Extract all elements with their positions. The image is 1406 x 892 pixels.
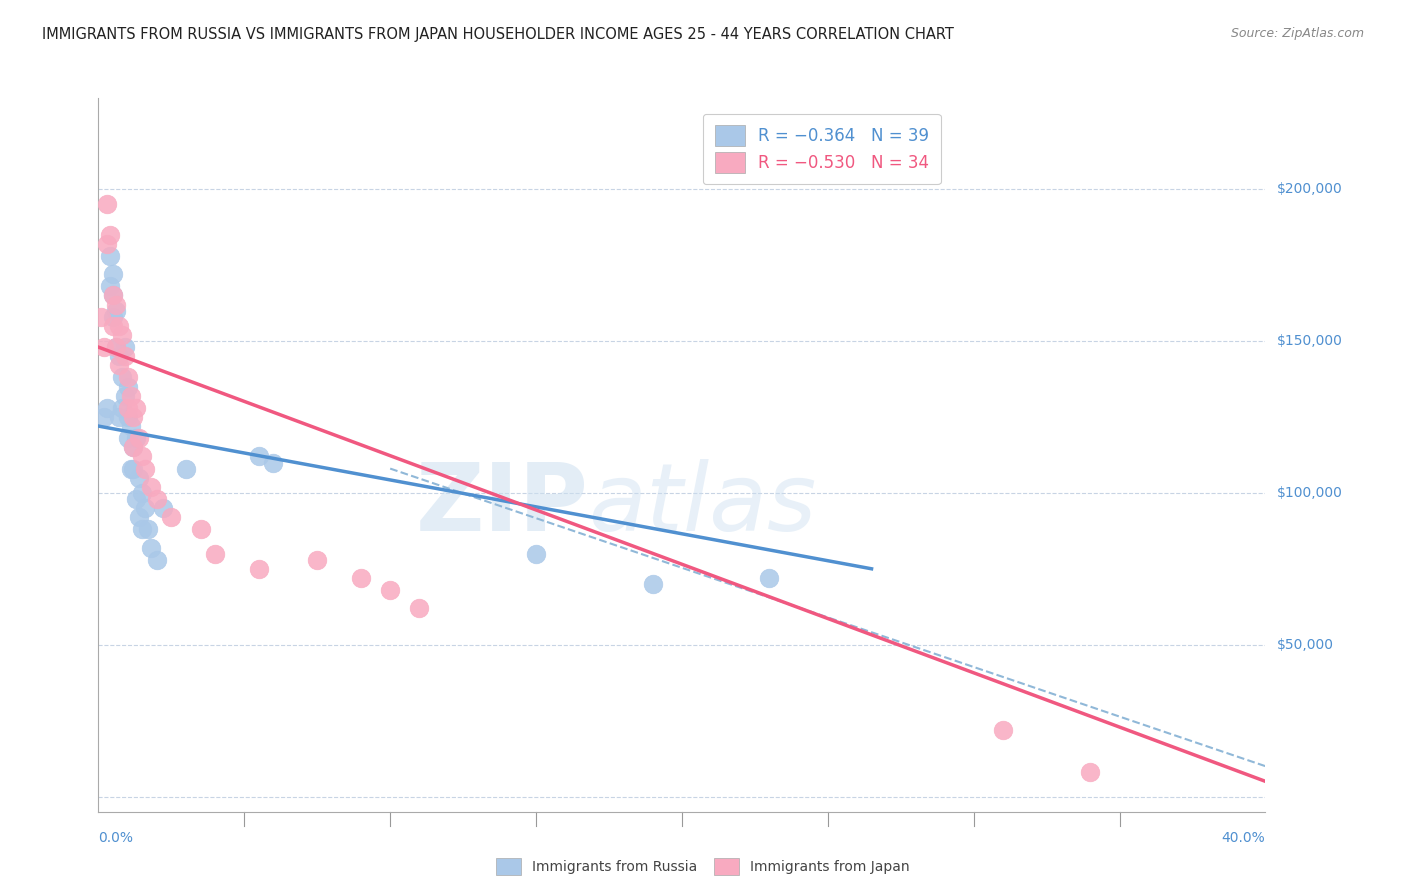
Point bbox=[247, 562, 270, 576]
Text: 0.0%: 0.0% bbox=[98, 831, 134, 846]
Point bbox=[122, 461, 145, 475]
Point bbox=[190, 522, 212, 536]
Point bbox=[122, 409, 145, 424]
Point bbox=[125, 401, 148, 415]
Point bbox=[758, 571, 780, 585]
Point bbox=[122, 440, 145, 454]
Point bbox=[174, 461, 197, 475]
Point bbox=[408, 601, 430, 615]
Point bbox=[307, 552, 329, 566]
Point bbox=[114, 340, 136, 354]
Point bbox=[641, 577, 664, 591]
Text: Source: ZipAtlas.com: Source: ZipAtlas.com bbox=[1230, 27, 1364, 40]
Point bbox=[262, 456, 284, 470]
Point bbox=[98, 227, 121, 242]
Point bbox=[247, 450, 270, 464]
Text: ZIP: ZIP bbox=[416, 458, 589, 551]
Text: $50,000: $50,000 bbox=[1277, 638, 1333, 652]
Point bbox=[117, 409, 139, 424]
Point bbox=[101, 310, 124, 324]
Point bbox=[160, 510, 183, 524]
Point bbox=[380, 582, 402, 597]
Point bbox=[134, 501, 156, 516]
Point bbox=[524, 547, 547, 561]
Text: atlas: atlas bbox=[589, 459, 817, 550]
Point bbox=[128, 510, 150, 524]
Point bbox=[120, 419, 142, 434]
Text: $200,000: $200,000 bbox=[1277, 182, 1343, 196]
Legend: R = −0.364   N = 39, R = −0.530   N = 34: R = −0.364 N = 39, R = −0.530 N = 34 bbox=[703, 113, 941, 185]
Point bbox=[128, 431, 150, 445]
Point bbox=[101, 267, 124, 281]
Point bbox=[101, 318, 124, 333]
Point bbox=[104, 340, 127, 354]
Point bbox=[991, 723, 1014, 737]
Point bbox=[108, 349, 131, 363]
Point bbox=[101, 288, 124, 302]
Point bbox=[114, 389, 136, 403]
Text: 40.0%: 40.0% bbox=[1222, 831, 1265, 846]
Legend: Immigrants from Russia, Immigrants from Japan: Immigrants from Russia, Immigrants from … bbox=[491, 853, 915, 880]
Point bbox=[96, 197, 118, 211]
Point bbox=[117, 431, 139, 445]
Point bbox=[101, 288, 124, 302]
Text: $150,000: $150,000 bbox=[1277, 334, 1343, 348]
Point bbox=[204, 547, 226, 561]
Point bbox=[98, 279, 121, 293]
Point bbox=[139, 541, 162, 555]
Point bbox=[131, 486, 153, 500]
Point bbox=[117, 370, 139, 384]
Point bbox=[1080, 765, 1102, 780]
Point bbox=[146, 552, 169, 566]
Point bbox=[131, 522, 153, 536]
Point bbox=[104, 297, 127, 311]
Point bbox=[96, 401, 118, 415]
Point bbox=[108, 318, 131, 333]
Point bbox=[350, 571, 373, 585]
Point bbox=[152, 501, 174, 516]
Point bbox=[111, 370, 134, 384]
Point bbox=[108, 409, 131, 424]
Point bbox=[122, 440, 145, 454]
Point bbox=[136, 522, 159, 536]
Point bbox=[139, 480, 162, 494]
Point bbox=[111, 401, 134, 415]
Point bbox=[125, 431, 148, 445]
Point bbox=[128, 471, 150, 485]
Point bbox=[93, 340, 115, 354]
Point bbox=[134, 461, 156, 475]
Point bbox=[146, 491, 169, 506]
Point bbox=[120, 461, 142, 475]
Point bbox=[125, 491, 148, 506]
Point bbox=[111, 328, 134, 343]
Point bbox=[120, 389, 142, 403]
Text: IMMIGRANTS FROM RUSSIA VS IMMIGRANTS FROM JAPAN HOUSEHOLDER INCOME AGES 25 - 44 : IMMIGRANTS FROM RUSSIA VS IMMIGRANTS FRO… bbox=[42, 27, 955, 42]
Point bbox=[90, 310, 112, 324]
Point bbox=[117, 401, 139, 415]
Point bbox=[114, 349, 136, 363]
Point bbox=[104, 303, 127, 318]
Point bbox=[117, 379, 139, 393]
Point bbox=[96, 236, 118, 251]
Text: $100,000: $100,000 bbox=[1277, 486, 1343, 500]
Point bbox=[104, 340, 127, 354]
Point bbox=[131, 450, 153, 464]
Point bbox=[93, 409, 115, 424]
Point bbox=[108, 359, 131, 373]
Point bbox=[98, 249, 121, 263]
